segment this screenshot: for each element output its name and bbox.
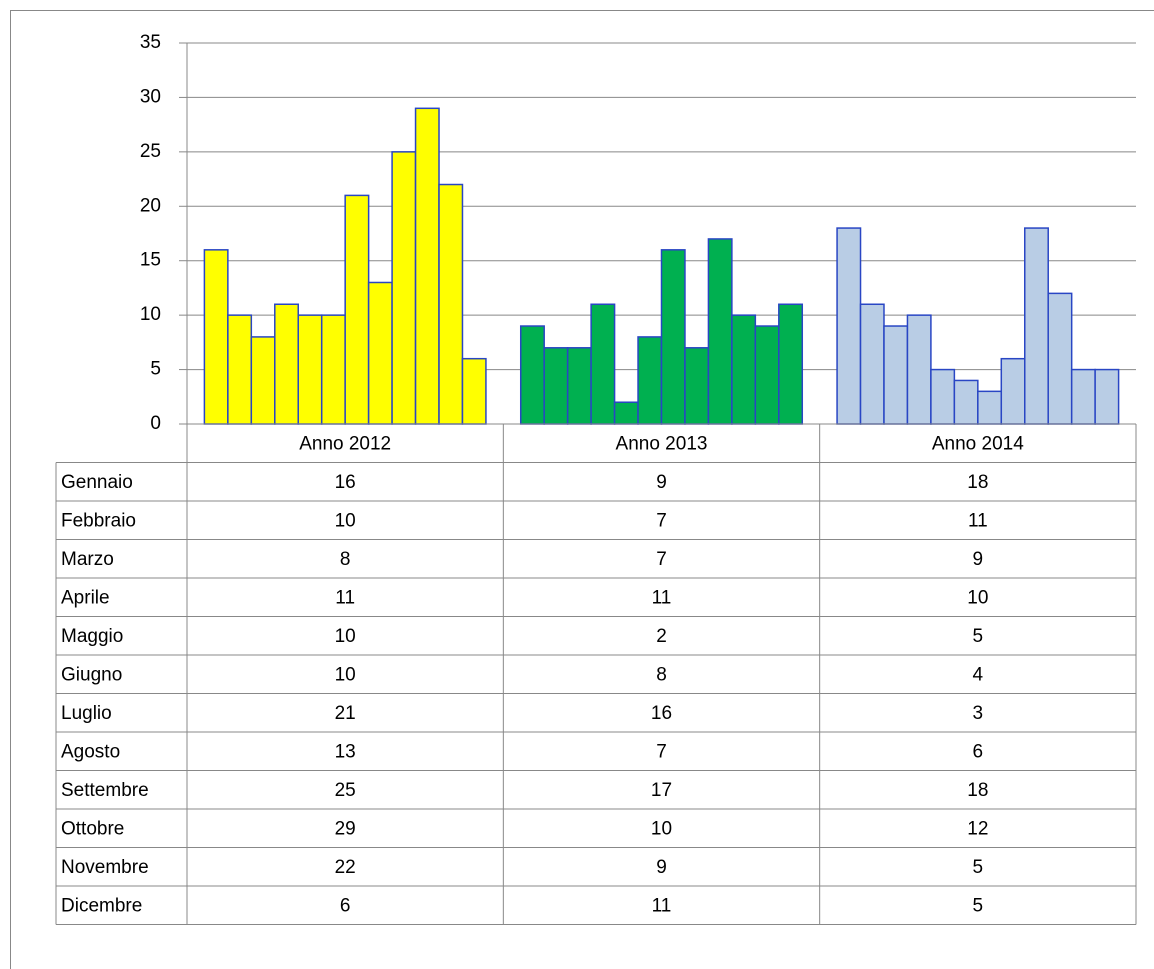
- table-cell: 7: [656, 549, 667, 570]
- table-cell: 29: [335, 818, 356, 839]
- table-cell: 6: [973, 741, 984, 762]
- table-cell: 7: [656, 510, 667, 531]
- table-cell: 11: [652, 587, 672, 608]
- table-cell: 2: [656, 626, 667, 647]
- table-cell: 16: [335, 472, 356, 493]
- bar: [707, 238, 733, 425]
- bar: [391, 151, 417, 425]
- table-cell: 11: [335, 587, 355, 608]
- table-cell: 7: [656, 741, 667, 762]
- table-header: Anno 2013: [616, 433, 708, 454]
- bar: [203, 249, 229, 425]
- table-row-label: Gennaio: [61, 472, 133, 493]
- bar: [859, 303, 885, 425]
- bar: [953, 379, 979, 425]
- table-cell: 11: [652, 895, 672, 916]
- table-row-label: Novembre: [61, 857, 149, 878]
- bar: [778, 303, 804, 425]
- table-cell: 10: [335, 664, 356, 685]
- y-tick-label: 10: [140, 304, 161, 325]
- table-cell: 5: [973, 626, 984, 647]
- y-tick-label: 0: [150, 413, 161, 434]
- table-row-label: Maggio: [61, 626, 123, 647]
- table-cell: 9: [973, 549, 984, 570]
- table-row-label: Aprile: [61, 587, 110, 608]
- table-cell: 5: [973, 895, 984, 916]
- bar: [320, 314, 346, 425]
- table-row-label: Dicembre: [61, 895, 142, 916]
- bar: [637, 336, 663, 425]
- bar: [930, 368, 956, 425]
- table-cell: 22: [335, 857, 356, 878]
- bar: [590, 303, 616, 425]
- table-cell: 10: [967, 587, 988, 608]
- bar: [250, 336, 276, 425]
- bar: [519, 325, 545, 425]
- table-cell: 10: [335, 626, 356, 647]
- table-cell: 8: [656, 664, 667, 685]
- bar: [297, 314, 323, 425]
- table-cell: 10: [335, 510, 356, 531]
- bar: [836, 227, 862, 425]
- table-row-label: Luglio: [61, 703, 112, 724]
- bar: [731, 314, 757, 425]
- bar: [344, 194, 370, 425]
- bar: [566, 347, 592, 425]
- bar: [414, 107, 440, 425]
- table-header: Anno 2012: [299, 433, 391, 454]
- table-cell: 5: [973, 857, 984, 878]
- y-tick-label: 20: [140, 195, 161, 216]
- bar: [367, 281, 393, 425]
- table-cell: 16: [651, 703, 672, 724]
- table-cell: 18: [967, 472, 988, 493]
- table-cell: 18: [967, 780, 988, 801]
- y-tick-label: 5: [150, 359, 161, 380]
- table-cell: 17: [651, 780, 672, 801]
- bar: [1047, 292, 1073, 425]
- y-tick-label: 25: [140, 141, 161, 162]
- bar: [543, 347, 569, 425]
- bar: [227, 314, 253, 425]
- table-cell: 25: [335, 780, 356, 801]
- bar: [684, 347, 710, 425]
- table-cell: 11: [968, 510, 988, 531]
- y-tick-label: 30: [140, 86, 161, 107]
- table-cell: 10: [651, 818, 672, 839]
- table-row-label: Ottobre: [61, 818, 124, 839]
- bar: [461, 357, 487, 425]
- table-header: Anno 2014: [932, 433, 1024, 454]
- chart-border: [10, 10, 1154, 969]
- table-cell: 12: [967, 818, 988, 839]
- table-row-label: Marzo: [61, 549, 114, 570]
- table-row-label: Febbraio: [61, 510, 136, 531]
- table-row-label: Agosto: [61, 741, 120, 762]
- table-row-label: Giugno: [61, 664, 122, 685]
- table-cell: 9: [656, 472, 667, 493]
- bar: [613, 401, 639, 425]
- bar: [660, 249, 686, 425]
- bar: [1094, 368, 1120, 425]
- table-cell: 6: [340, 895, 351, 916]
- bar: [1070, 368, 1096, 425]
- bar: [883, 325, 909, 425]
- bar: [906, 314, 932, 425]
- table-cell: 4: [973, 664, 984, 685]
- bar: [977, 390, 1003, 425]
- bar: [274, 303, 299, 425]
- table-cell: 8: [340, 549, 351, 570]
- table-row-label: Settembre: [61, 780, 149, 801]
- y-tick-label: 35: [140, 32, 161, 53]
- bar: [1000, 357, 1026, 425]
- bar: [754, 325, 780, 425]
- bar: [1024, 227, 1049, 425]
- table-cell: 3: [973, 703, 984, 724]
- table-cell: 13: [335, 741, 356, 762]
- table-cell: 9: [656, 857, 667, 878]
- table-cell: 21: [335, 703, 356, 724]
- bar: [438, 183, 464, 425]
- y-tick-label: 15: [140, 250, 161, 271]
